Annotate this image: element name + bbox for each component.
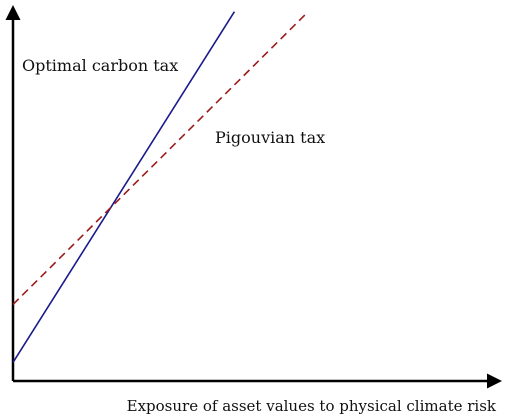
- series-line-pigouvian-tax: [12, 11, 309, 306]
- series-line-optimal-carbon-tax: [12, 11, 236, 363]
- series-label-pigouvian-tax: Pigouvian tax: [215, 128, 325, 147]
- series-label-optimal-carbon-tax: Optimal carbon tax: [22, 56, 178, 75]
- x-axis-label: Exposure of asset values to physical cli…: [127, 397, 497, 415]
- series-layer: [12, 11, 309, 363]
